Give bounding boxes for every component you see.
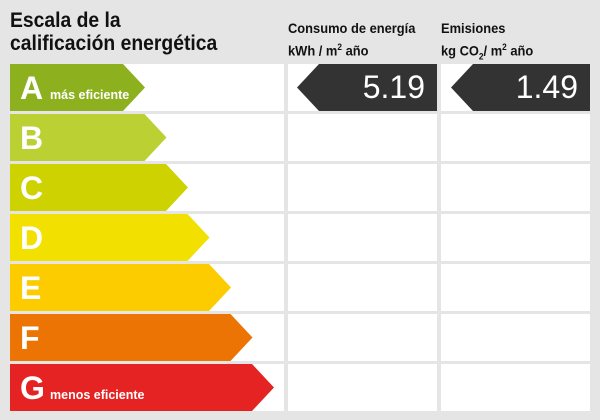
rating-letter: F (20, 320, 40, 356)
rating-arrow-f: F (10, 314, 253, 361)
consumo-cell (288, 214, 437, 261)
emisiones-value: 1.49 (451, 64, 590, 111)
rating-note: más eficiente (50, 88, 130, 102)
rating-letter: B (20, 120, 44, 156)
consumo-cell (288, 364, 437, 411)
emisiones-cell (441, 114, 590, 161)
emisiones-unit: kg CO2/ m2 año (441, 42, 534, 62)
emisiones-cell (441, 214, 590, 261)
rating-letter: D (20, 220, 44, 256)
emisiones-label: Emisiones (441, 20, 506, 36)
rating-letter: A (20, 70, 44, 106)
title-line: Escala de la (10, 9, 121, 32)
emisiones-cell (441, 364, 590, 411)
rating-arrow-d: D (10, 214, 210, 261)
emisiones-header: Emisiones kg CO2/ m2 año (441, 19, 533, 66)
consumo-cell (288, 164, 437, 211)
title-line: calificación energética (10, 32, 218, 55)
emisiones-cell (441, 314, 590, 361)
emisiones-cell (441, 264, 590, 311)
rating-letter: E (20, 270, 42, 306)
rating-arrow-b: B (10, 114, 167, 161)
rating-letter: C (20, 170, 44, 206)
rating-note: menos eficiente (50, 388, 145, 402)
consumo-unit: kWh / m2 año (288, 42, 369, 59)
consumo-value: 5.19 (297, 64, 437, 111)
consumo-header: Consumo de energía kWh / m2 año (288, 19, 415, 61)
rating-arrow-c: C (10, 164, 188, 211)
consumo-cell (288, 114, 437, 161)
consumo-cell (288, 264, 437, 311)
emisiones-cell (441, 164, 590, 211)
consumo-cell (288, 314, 437, 361)
page-title: Escala de la calificación energética (10, 9, 217, 55)
rating-letter: G (20, 370, 45, 406)
rating-arrow-e: E (10, 264, 231, 311)
consumo-label: Consumo de energía (288, 20, 416, 36)
